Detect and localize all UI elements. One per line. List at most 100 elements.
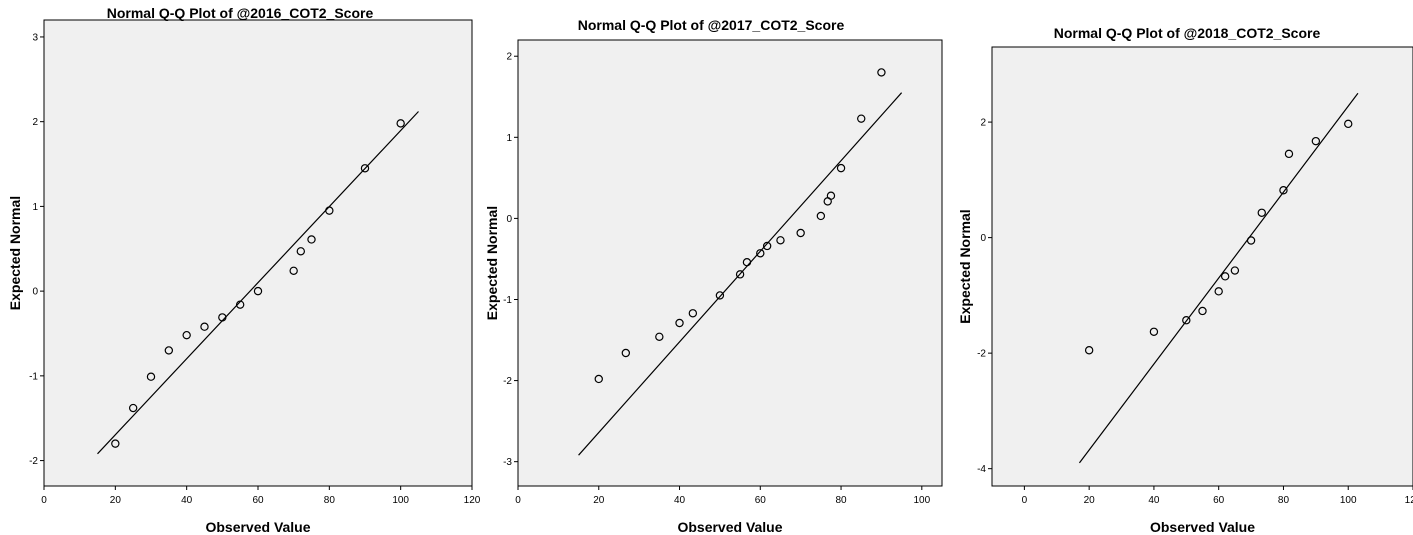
plot-area	[43, 19, 473, 487]
data-point	[688, 309, 698, 318]
data-point	[1182, 316, 1191, 325]
y-tick-label: -3	[503, 457, 512, 468]
y-tick-label: 1	[32, 202, 38, 213]
data-point	[1257, 208, 1266, 217]
x-tick-label: 100	[1340, 495, 1357, 506]
chart-title: Normal Q-Q Plot of @2017_COT2_Score	[578, 17, 845, 33]
data-point	[594, 374, 603, 384]
x-tick-label: 0	[1022, 495, 1028, 506]
data-point	[762, 241, 772, 251]
y-axis-title: Expected Normal	[7, 196, 23, 310]
data-point	[164, 346, 174, 355]
y-tick-label: 2	[506, 52, 512, 63]
x-tick-label: 80	[324, 495, 336, 506]
x-tick-label: 0	[515, 495, 521, 506]
data-point	[776, 236, 785, 245]
x-axis-title: Observed Value	[1150, 519, 1255, 535]
data-point	[836, 163, 846, 173]
x-tick-label: 100	[913, 495, 930, 506]
data-point	[146, 372, 156, 381]
x-tick-label: 120	[464, 495, 481, 506]
data-point	[826, 191, 836, 200]
data-point	[360, 164, 370, 173]
data-point	[857, 114, 866, 123]
data-point	[742, 257, 752, 267]
x-tick-label: 60	[1213, 495, 1225, 506]
data-point	[111, 439, 120, 448]
x-tick-label: 40	[181, 495, 193, 506]
y-tick-label: -1	[503, 295, 512, 306]
y-tick-label: -1	[29, 371, 38, 382]
x-tick-label: 100	[392, 495, 409, 506]
data-point	[735, 270, 745, 279]
x-axis-title: Observed Value	[677, 519, 782, 535]
y-tick-label: 0	[32, 287, 38, 298]
data-point	[621, 348, 631, 358]
chart-title: Normal Q-Q Plot of @2018_COT2_Score	[1054, 25, 1321, 41]
y-tick-label: 1	[506, 133, 512, 144]
data-point	[1344, 119, 1353, 129]
data-point	[1230, 266, 1240, 275]
y-tick-label: -2	[977, 349, 986, 360]
y-tick-label: 0	[506, 214, 512, 225]
data-point	[1198, 306, 1207, 316]
y-axis-title: Expected Normal	[484, 206, 500, 320]
reference-line	[97, 111, 419, 455]
data-point	[396, 119, 405, 128]
x-tick-label: 80	[835, 495, 847, 506]
data-point	[296, 247, 305, 256]
data-point	[218, 313, 227, 322]
data-point	[675, 318, 684, 328]
x-tick-label: 40	[674, 495, 686, 506]
x-tick-label: 80	[1278, 495, 1290, 506]
data-point	[1284, 149, 1294, 159]
data-point	[1214, 287, 1223, 296]
y-tick-label: 2	[980, 118, 986, 129]
data-point	[655, 332, 664, 341]
data-point	[182, 330, 191, 340]
y-tick-label: 2	[32, 117, 38, 128]
plot-area	[517, 39, 943, 487]
reference-line	[1078, 92, 1359, 464]
chart-title: Normal Q-Q Plot of @2016_COT2_Score	[107, 5, 374, 21]
reference-line	[578, 92, 903, 456]
data-point	[1220, 272, 1230, 281]
data-point	[128, 403, 138, 413]
y-tick-label: 3	[32, 32, 38, 43]
y-tick-label: -2	[503, 376, 512, 387]
x-tick-label: 60	[755, 495, 767, 506]
data-point	[200, 322, 209, 331]
x-tick-label: 120	[1405, 495, 1413, 506]
x-tick-label: 0	[41, 495, 47, 506]
data-point	[1149, 327, 1159, 336]
data-point	[307, 235, 316, 244]
plot-area	[991, 46, 1413, 487]
data-point	[1246, 236, 1256, 245]
data-point	[1084, 346, 1094, 355]
data-point	[877, 68, 886, 77]
data-point	[816, 211, 826, 221]
y-axis-title: Expected Normal	[957, 209, 973, 323]
data-point	[1279, 186, 1288, 195]
data-point	[235, 300, 245, 309]
data-point	[325, 206, 334, 215]
data-point	[756, 249, 765, 258]
x-tick-label: 20	[593, 495, 605, 506]
data-point	[796, 228, 805, 238]
data-point	[253, 286, 263, 296]
y-tick-label: 0	[980, 233, 986, 244]
x-tick-label: 20	[1084, 495, 1096, 506]
data-point	[715, 291, 725, 300]
x-tick-label: 60	[252, 495, 264, 506]
data-point	[289, 266, 298, 275]
data-point	[1311, 136, 1321, 146]
x-tick-label: 40	[1148, 495, 1160, 506]
y-tick-label: -4	[977, 464, 986, 475]
x-axis-title: Observed Value	[205, 519, 310, 535]
x-tick-label: 20	[110, 495, 122, 506]
y-tick-label: -2	[29, 456, 38, 467]
